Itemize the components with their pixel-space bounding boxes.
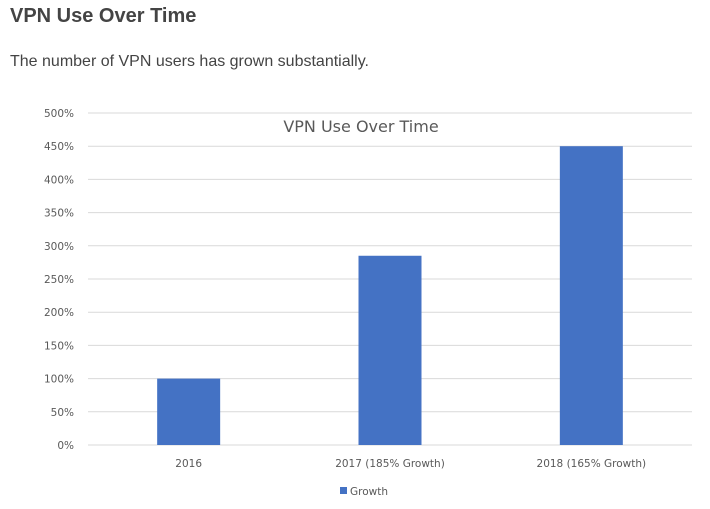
x-tick-label: 2016 [175, 458, 202, 470]
legend-label: Growth [350, 486, 388, 498]
bar [157, 378, 221, 445]
y-tick-label: 100% [44, 374, 74, 386]
bar [559, 146, 623, 445]
x-axis-ticks: 2016 2017 (185% Growth) 2018 (165% Growth) [175, 458, 646, 470]
legend-swatch [340, 487, 347, 494]
chart-title: VPN Use Over Time [283, 117, 438, 136]
bar [358, 255, 422, 445]
page-title: VPN Use Over Time [10, 5, 197, 27]
x-tick-label: 2017 (185% Growth) [335, 458, 445, 470]
y-tick-label: 50% [51, 407, 74, 419]
y-tick-label: 450% [44, 141, 74, 153]
x-tick-label: 2018 (165% Growth) [537, 458, 647, 470]
page-subtitle: The number of VPN users has grown substa… [10, 53, 369, 70]
y-tick-label: 300% [44, 241, 74, 253]
y-axis-ticks: 0% 50% 100% 150% 200% 250% 300% 350% 400% 450% 500… [44, 108, 74, 452]
y-tick-label: 500% [44, 108, 74, 120]
y-tick-label: 150% [44, 340, 74, 352]
y-tick-label: 400% [44, 174, 74, 186]
y-tick-label: 0% [57, 440, 74, 452]
y-tick-label: 350% [44, 208, 74, 220]
bars [157, 146, 623, 445]
y-tick-label: 200% [44, 307, 74, 319]
legend: Growth [340, 486, 388, 498]
y-tick-label: 250% [44, 274, 74, 286]
